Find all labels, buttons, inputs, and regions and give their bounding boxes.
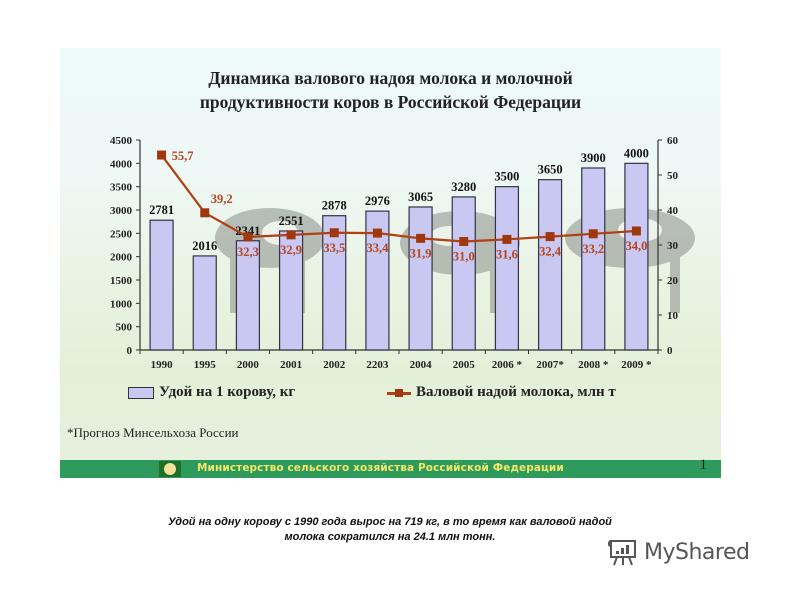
- line-value-label: 32,9: [280, 243, 302, 257]
- line-marker-swatch-icon: [387, 387, 411, 399]
- bar-2005: [451, 196, 476, 351]
- left-axis-tick-label: 0: [127, 345, 133, 357]
- x-axis-tick-label: 2004: [410, 359, 433, 371]
- line-marker: [372, 228, 382, 238]
- forecast-note: *Прогноз Минсельхоза России: [67, 425, 239, 440]
- right-axis-tick-label: 50: [667, 170, 679, 182]
- x-axis-tick-label: 1990: [151, 359, 174, 371]
- x-axis-tick-label: 1995: [194, 359, 217, 371]
- left-axis-tick-label: 3000: [110, 205, 133, 217]
- ministry-emblem-icon: [159, 461, 181, 477]
- title-line-1: Динамика валового надоя молока и молочно…: [208, 68, 573, 88]
- line-marker: [416, 233, 426, 243]
- line-marker: [459, 237, 469, 246]
- right-axis-tick-label: 30: [667, 240, 679, 252]
- x-axis-tick-label: 2002: [323, 359, 346, 371]
- line-marker: [329, 228, 339, 238]
- x-axis-tick-label: 2009 *: [621, 359, 652, 371]
- brand-name: MyShared: [644, 539, 750, 565]
- left-axis-tick-label: 2500: [110, 228, 133, 240]
- myshared-logo[interactable]: MyShared: [607, 537, 750, 567]
- bar-2004: [408, 206, 433, 351]
- caption-line-1: Удой на одну корову с 1990 года вырос на…: [168, 516, 612, 528]
- line-value-label: 31,6: [496, 247, 518, 261]
- bar-value-label: 2781: [149, 203, 174, 217]
- bar-value-label: 3280: [451, 180, 476, 194]
- bar-2002: [322, 215, 347, 351]
- x-axis-tick-label: 2008 *: [578, 359, 609, 371]
- title-line-2: продуктивности коров в Российской Федера…: [199, 92, 582, 112]
- footer-bar: Министерство сельского хозяйства Российс…: [60, 457, 721, 478]
- right-axis-tick-label: 20: [667, 275, 679, 287]
- bar-2009: [624, 162, 649, 351]
- footer-text: Министерство сельского хозяйства Российс…: [197, 462, 564, 474]
- chart-title: Динамика валового надоя молока и молочно…: [60, 66, 721, 114]
- left-axis-tick-label: 4500: [110, 135, 133, 147]
- right-axis-tick-label: 0: [667, 345, 673, 357]
- x-axis-tick-label: 2203: [366, 359, 389, 371]
- right-axis-tick-label: 60: [667, 135, 679, 147]
- x-axis-tick-label: 2007*: [536, 359, 564, 371]
- line-value-label: 31,9: [410, 246, 432, 260]
- bar-swatch-icon: [128, 386, 154, 399]
- line-marker: [243, 232, 253, 242]
- left-axis-tick-label: 3500: [110, 182, 133, 194]
- bar-2007: [537, 179, 563, 351]
- line-value-label: 32,4: [539, 245, 562, 259]
- slide-number: 1: [699, 457, 708, 473]
- line-value-label: 39,2: [211, 192, 233, 206]
- line-value-label: 34,0: [625, 239, 647, 253]
- bar-value-label: 3065: [408, 190, 433, 204]
- legend-bars-label: Удой на 1 корову, кг: [159, 384, 296, 400]
- bar-2203: [365, 210, 390, 351]
- caption: Удой на одну корову с 1990 года вырос на…: [100, 515, 680, 545]
- line-marker: [157, 150, 167, 160]
- line-marker: [545, 232, 555, 242]
- bar-1995: [192, 255, 217, 351]
- bar-value-label: 2016: [192, 239, 217, 253]
- bar-2006: [494, 186, 520, 351]
- bar-value-label: 3900: [581, 151, 606, 165]
- line-marker: [502, 234, 512, 244]
- presentation-board-icon: [607, 540, 636, 566]
- milk-yield-line: [160, 154, 637, 243]
- line-value-label: 31,0: [453, 250, 475, 264]
- right-axis-tick-label: 40: [667, 205, 679, 217]
- line-value-label: 33,5: [323, 241, 345, 255]
- chart-plot: 0 500 1000 1500 2000 2500 3000 3500 4000 4500 0 10 2…: [110, 135, 679, 371]
- line-marker: [631, 226, 641, 236]
- caption-line-2: молока сократился на 24.1 млн тонн.: [284, 531, 496, 543]
- bar-value-label: 2551: [279, 214, 304, 228]
- chart-legend: Удой на 1 корову, кг Валовой надой молок…: [120, 384, 720, 404]
- x-axis-tick-label: 2005: [453, 359, 476, 371]
- left-axis-tick-label: 500: [116, 322, 133, 334]
- line-marker: [286, 230, 296, 240]
- line-value-label: 33,4: [366, 241, 389, 255]
- legend-line-label: Валовой надой молока, млн т: [416, 384, 616, 400]
- bar-value-label: 2976: [365, 194, 390, 208]
- bar-value-label: 2878: [322, 199, 347, 213]
- left-axis-tick-label: 4000: [110, 158, 133, 170]
- right-axis-tick-label: 10: [667, 310, 679, 322]
- x-axis-tick-label: 2000: [237, 359, 260, 371]
- slide: Динамика валового надоя молока и молочно…: [60, 48, 721, 478]
- left-axis-tick-label: 1000: [110, 298, 133, 310]
- left-axis-tick-label: 2000: [110, 252, 133, 264]
- bar-1990: [149, 219, 174, 351]
- legend-item-bars: Удой на 1 корову, кг: [128, 384, 295, 401]
- left-axis-tick-label: 1500: [110, 275, 133, 287]
- x-axis-tick-label: 2006 *: [492, 359, 523, 371]
- line-marker: [588, 229, 598, 239]
- x-axis-tick-label: 2001: [280, 359, 302, 371]
- line-value-label: 55,7: [172, 149, 194, 163]
- bar-value-label: 3650: [538, 163, 563, 177]
- legend-item-line: Валовой надой молока, млн т: [387, 384, 616, 401]
- line-value-label: 32,3: [237, 245, 259, 259]
- bar-value-label: 4000: [624, 146, 649, 160]
- bar-value-label: 3500: [494, 170, 519, 184]
- line-marker: [200, 208, 210, 218]
- line-value-label: 33,2: [582, 242, 604, 256]
- bar-2008: [581, 167, 606, 351]
